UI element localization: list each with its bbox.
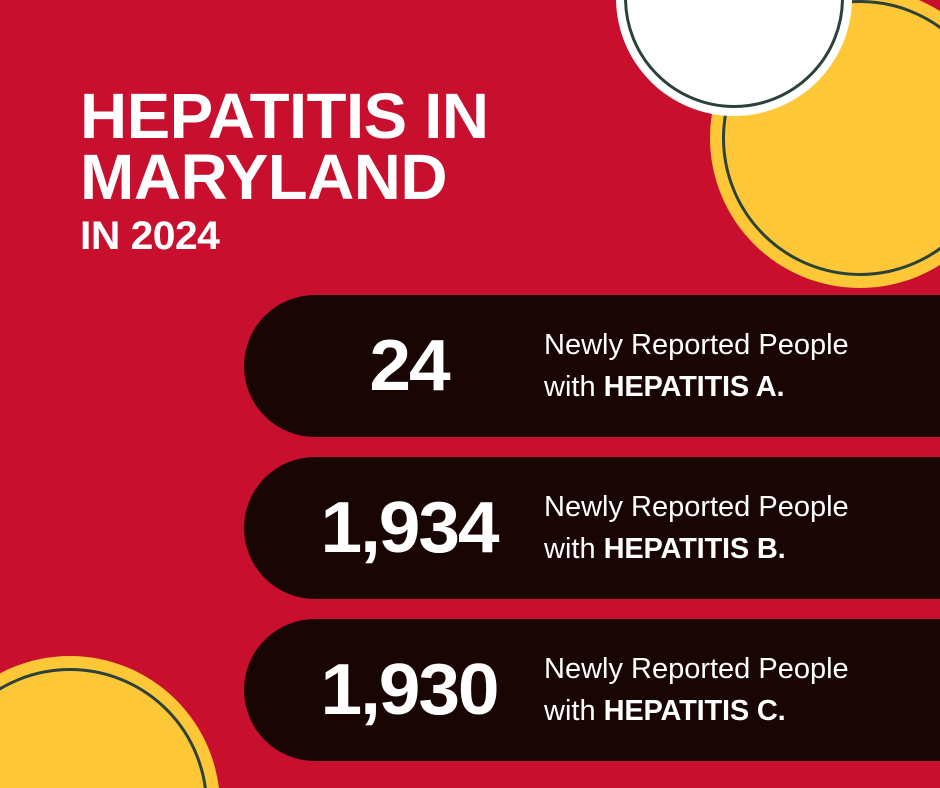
stat-label-with: with <box>544 695 596 727</box>
stat-label-with: with <box>544 371 596 403</box>
yellow-circle-top-right-icon <box>710 0 940 288</box>
stat-number: 1,934 <box>320 488 500 568</box>
stat-label: Newly Reported People with HEPATITIS A. <box>534 324 940 408</box>
stat-label-line-1: Newly Reported People <box>544 328 849 361</box>
page-subtitle: IN 2024 <box>80 213 220 258</box>
yellow-circle-bottom-left-icon <box>0 656 220 788</box>
stat-disease-name: HEPATITIS A. <box>603 371 785 403</box>
stat-label-line-1: Newly Reported People <box>544 652 849 685</box>
title-line-2: MARYLAND <box>80 140 448 213</box>
white-circle-top-right-icon <box>616 0 852 116</box>
page-title: HEPATITIS IN MARYLAND IN 2024 <box>80 84 489 255</box>
stat-label: Newly Reported People with HEPATITIS C. <box>534 648 940 732</box>
stat-label-with: with <box>544 533 596 565</box>
stat-card-hepatitis-b: 1,934 Newly Reported People with HEPATIT… <box>244 457 940 599</box>
stat-card-hepatitis-c: 1,930 Newly Reported People with HEPATIT… <box>244 619 940 761</box>
yellow-circle-top-right-ring-icon <box>722 0 940 276</box>
stat-card-hepatitis-a: 24 Newly Reported People with HEPATITIS … <box>244 295 940 437</box>
stat-label: Newly Reported People with HEPATITIS B. <box>534 486 940 570</box>
stat-disease-name: HEPATITIS C. <box>603 695 786 727</box>
stat-number: 24 <box>369 326 450 406</box>
stat-number: 1,930 <box>320 650 500 730</box>
yellow-circle-bottom-left-ring-icon <box>0 668 208 788</box>
stat-label-line-1: Newly Reported People <box>544 490 849 523</box>
stat-disease-name: HEPATITIS B. <box>603 533 786 565</box>
title-line-1: HEPATITIS IN <box>80 80 489 152</box>
stat-card-list: 24 Newly Reported People with HEPATITIS … <box>244 295 940 761</box>
white-circle-top-right-ring-icon <box>624 0 844 108</box>
